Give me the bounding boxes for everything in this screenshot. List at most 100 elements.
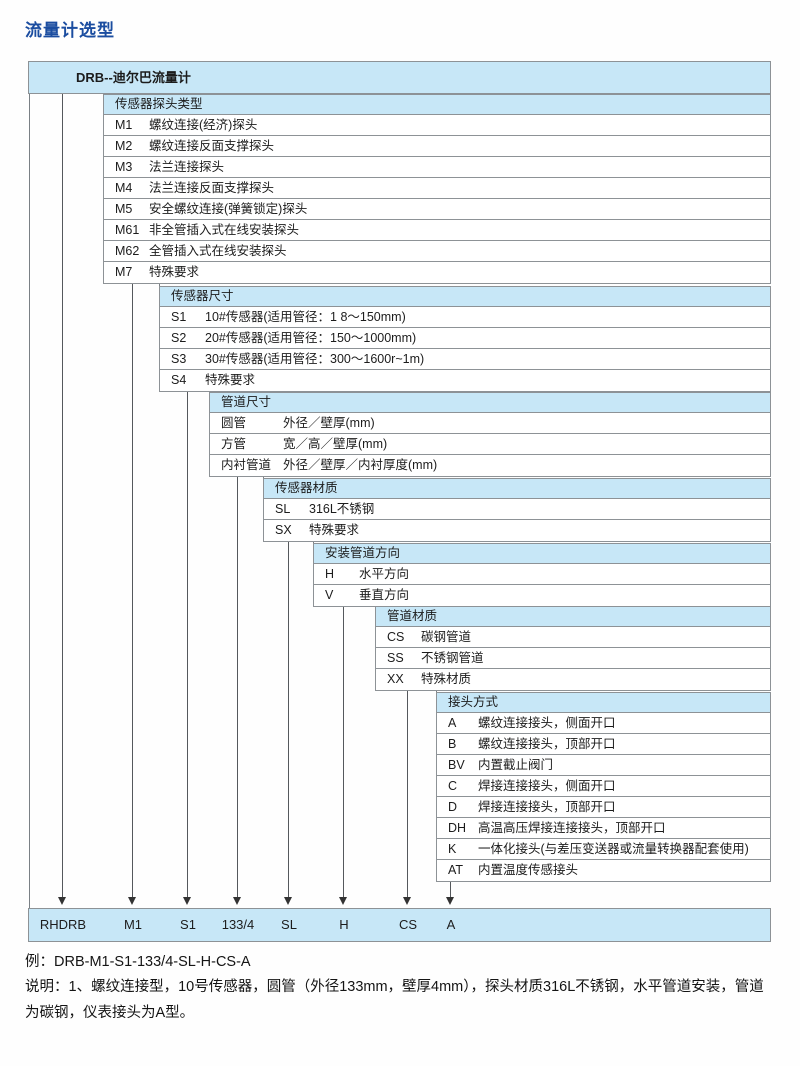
section-connector-line bbox=[436, 691, 437, 692]
option-label: 特殊材质 bbox=[421, 672, 472, 686]
option-code: M3 bbox=[115, 160, 133, 174]
option-code: S3 bbox=[171, 352, 187, 366]
option-label: 内置截止阀门 bbox=[478, 758, 554, 772]
down-arrow-icon bbox=[403, 897, 411, 905]
option-row-pipe-size: 圆管 外径／壁厚(mm) bbox=[210, 413, 770, 434]
option-row-sensor-probe-type: M61 非全管插入式在线安装探头 bbox=[104, 220, 770, 241]
section-header-pipe-material: 管道材质 bbox=[376, 607, 770, 627]
option-code: M62 bbox=[115, 244, 140, 258]
option-label: 特殊要求 bbox=[205, 373, 256, 387]
option-label: 安全螺纹连接(弹簧锁定)探头 bbox=[149, 202, 308, 216]
section-connector-line bbox=[263, 477, 264, 478]
option-label: 20#传感器(适用管径：150～1000mm) bbox=[205, 331, 417, 345]
option-row-pipe-direction: H 水平方向 bbox=[314, 564, 770, 585]
option-row-sensor-probe-type: M3 法兰连接探头 bbox=[104, 157, 770, 178]
option-code: 方管 bbox=[221, 437, 247, 451]
option-row-connector-type: D 焊接连接接头，顶部开口 bbox=[437, 797, 770, 818]
option-code: XX bbox=[387, 672, 404, 686]
down-arrow-icon bbox=[233, 897, 241, 905]
drop-line bbox=[237, 477, 238, 897]
section-pipe-size: 管道尺寸 圆管 外径／壁厚(mm) 方管 宽／高／壁厚(mm) 内衬管道 外径／壁厚／内衬厚… bbox=[209, 392, 771, 477]
option-row-pipe-material: CS 碳钢管道 bbox=[376, 627, 770, 648]
option-row-connector-type: A 螺纹连接接头，侧面开口 bbox=[437, 713, 770, 734]
drop-line bbox=[288, 542, 289, 897]
option-label: 不锈钢管道 bbox=[421, 651, 484, 665]
result-code: S1 bbox=[180, 917, 196, 932]
example-code-line: 例：DRB-M1-S1-133/4-SL-H-CS-A bbox=[25, 954, 251, 970]
section-pipe-direction: 安装管道方向 H 水平方向 V 垂直方向 bbox=[313, 543, 771, 607]
section-header-pipe-size: 管道尺寸 bbox=[210, 393, 770, 413]
down-arrow-icon bbox=[183, 897, 191, 905]
option-code: 内衬管道 bbox=[221, 458, 272, 472]
option-code: A bbox=[448, 716, 457, 730]
option-code: C bbox=[448, 779, 458, 793]
option-label: 螺纹连接(经济)探头 bbox=[149, 118, 258, 132]
option-code: B bbox=[448, 737, 457, 751]
example-description: 说明：1、螺纹连接型，10号传感器，圆管（外径133mm，壁厚4mm），探头材质… bbox=[25, 979, 764, 1021]
root-model-box: DRB--迪尔巴流量计 bbox=[28, 61, 771, 94]
outer-frame-left-line bbox=[29, 94, 30, 908]
option-code: M7 bbox=[115, 265, 133, 279]
option-label: 外径／壁厚／内衬厚度(mm) bbox=[283, 458, 438, 472]
drop-line bbox=[62, 94, 63, 897]
down-arrow-icon bbox=[284, 897, 292, 905]
section-header-sensor-material: 传感器材质 bbox=[264, 479, 770, 499]
option-code: SL bbox=[275, 502, 291, 516]
option-label: 特殊要求 bbox=[309, 523, 360, 537]
option-row-sensor-probe-type: M5 安全螺纹连接(弹簧锁定)探头 bbox=[104, 199, 770, 220]
option-label: 垂直方向 bbox=[359, 588, 410, 602]
option-code: DH bbox=[448, 821, 467, 835]
option-row-pipe-direction: V 垂直方向 bbox=[314, 585, 770, 606]
drop-line bbox=[187, 392, 188, 897]
section-header-pipe-direction: 安装管道方向 bbox=[314, 544, 770, 564]
option-code: BV bbox=[448, 758, 465, 772]
option-label: 高温高压焊接连接接头，顶部开口 bbox=[478, 821, 666, 835]
option-row-pipe-material: XX 特殊材质 bbox=[376, 669, 770, 690]
result-code: 133/4 bbox=[221, 917, 255, 932]
option-row-sensor-probe-type: M62 全管插入式在线安装探头 bbox=[104, 241, 770, 262]
option-row-sensor-probe-type: M1 螺纹连接(经济)探头 bbox=[104, 115, 770, 136]
option-row-sensor-probe-type: M4 法兰连接反面支撑探头 bbox=[104, 178, 770, 199]
option-label: 焊接连接接头，顶部开口 bbox=[478, 800, 616, 814]
section-header-sensor-probe-type: 传感器探头类型 bbox=[104, 95, 770, 115]
drop-line bbox=[407, 691, 408, 897]
option-label: 法兰连接反面支撑探头 bbox=[149, 181, 275, 195]
option-code: CS bbox=[387, 630, 405, 644]
option-code: SS bbox=[387, 651, 404, 665]
option-code: H bbox=[325, 567, 335, 581]
result-code: SL bbox=[281, 917, 297, 932]
result-code: A bbox=[446, 917, 456, 932]
result-code: H bbox=[339, 917, 349, 932]
option-row-sensor-size: S2 20#传感器(适用管径：150～1000mm) bbox=[160, 328, 770, 349]
option-row-sensor-size: S4 特殊要求 bbox=[160, 370, 770, 391]
option-label: 316L不锈钢 bbox=[309, 502, 375, 516]
option-row-sensor-size: S3 30#传感器(适用管径：300～1600r~1m) bbox=[160, 349, 770, 370]
option-label: 螺纹连接接头，侧面开口 bbox=[478, 716, 616, 730]
drop-line bbox=[450, 882, 451, 897]
option-label: 法兰连接探头 bbox=[149, 160, 225, 174]
option-row-connector-type: AT 内置温度传感接头 bbox=[437, 860, 770, 881]
option-label: 宽／高／壁厚(mm) bbox=[283, 437, 388, 451]
section-connector-line bbox=[313, 542, 314, 543]
section-connector-line bbox=[159, 284, 160, 286]
section-sensor-material: 传感器材质 SL 316L不锈钢 SX 特殊要求 bbox=[263, 478, 771, 542]
option-code: M61 bbox=[115, 223, 140, 237]
option-code: M4 bbox=[115, 181, 133, 195]
option-label: 外径／壁厚(mm) bbox=[283, 416, 375, 430]
option-code: K bbox=[448, 842, 457, 856]
section-pipe-material: 管道材质 CS 碳钢管道 SS 不锈钢管道 XX 特殊材质 bbox=[375, 606, 771, 691]
option-label: 内置温度传感接头 bbox=[478, 863, 579, 877]
example-block: 例：DRB-M1-S1-133/4-SL-H-CS-A 说明：1、螺纹连接型，1… bbox=[25, 950, 777, 1026]
option-row-sensor-size: S1 10#传感器(适用管径：1 8～150mm) bbox=[160, 307, 770, 328]
down-arrow-icon bbox=[339, 897, 347, 905]
option-label: 非全管插入式在线安装探头 bbox=[149, 223, 300, 237]
option-label: 碳钢管道 bbox=[421, 630, 472, 644]
option-code: AT bbox=[448, 863, 464, 877]
section-header-connector-type: 接头方式 bbox=[437, 693, 770, 713]
option-code: SX bbox=[275, 523, 292, 537]
option-row-pipe-size: 方管 宽／高／壁厚(mm) bbox=[210, 434, 770, 455]
root-model-label: DRB--迪尔巴流量计 bbox=[76, 70, 191, 85]
option-label: 螺纹连接接头，顶部开口 bbox=[478, 737, 616, 751]
option-row-sensor-probe-type: M7 特殊要求 bbox=[104, 262, 770, 283]
